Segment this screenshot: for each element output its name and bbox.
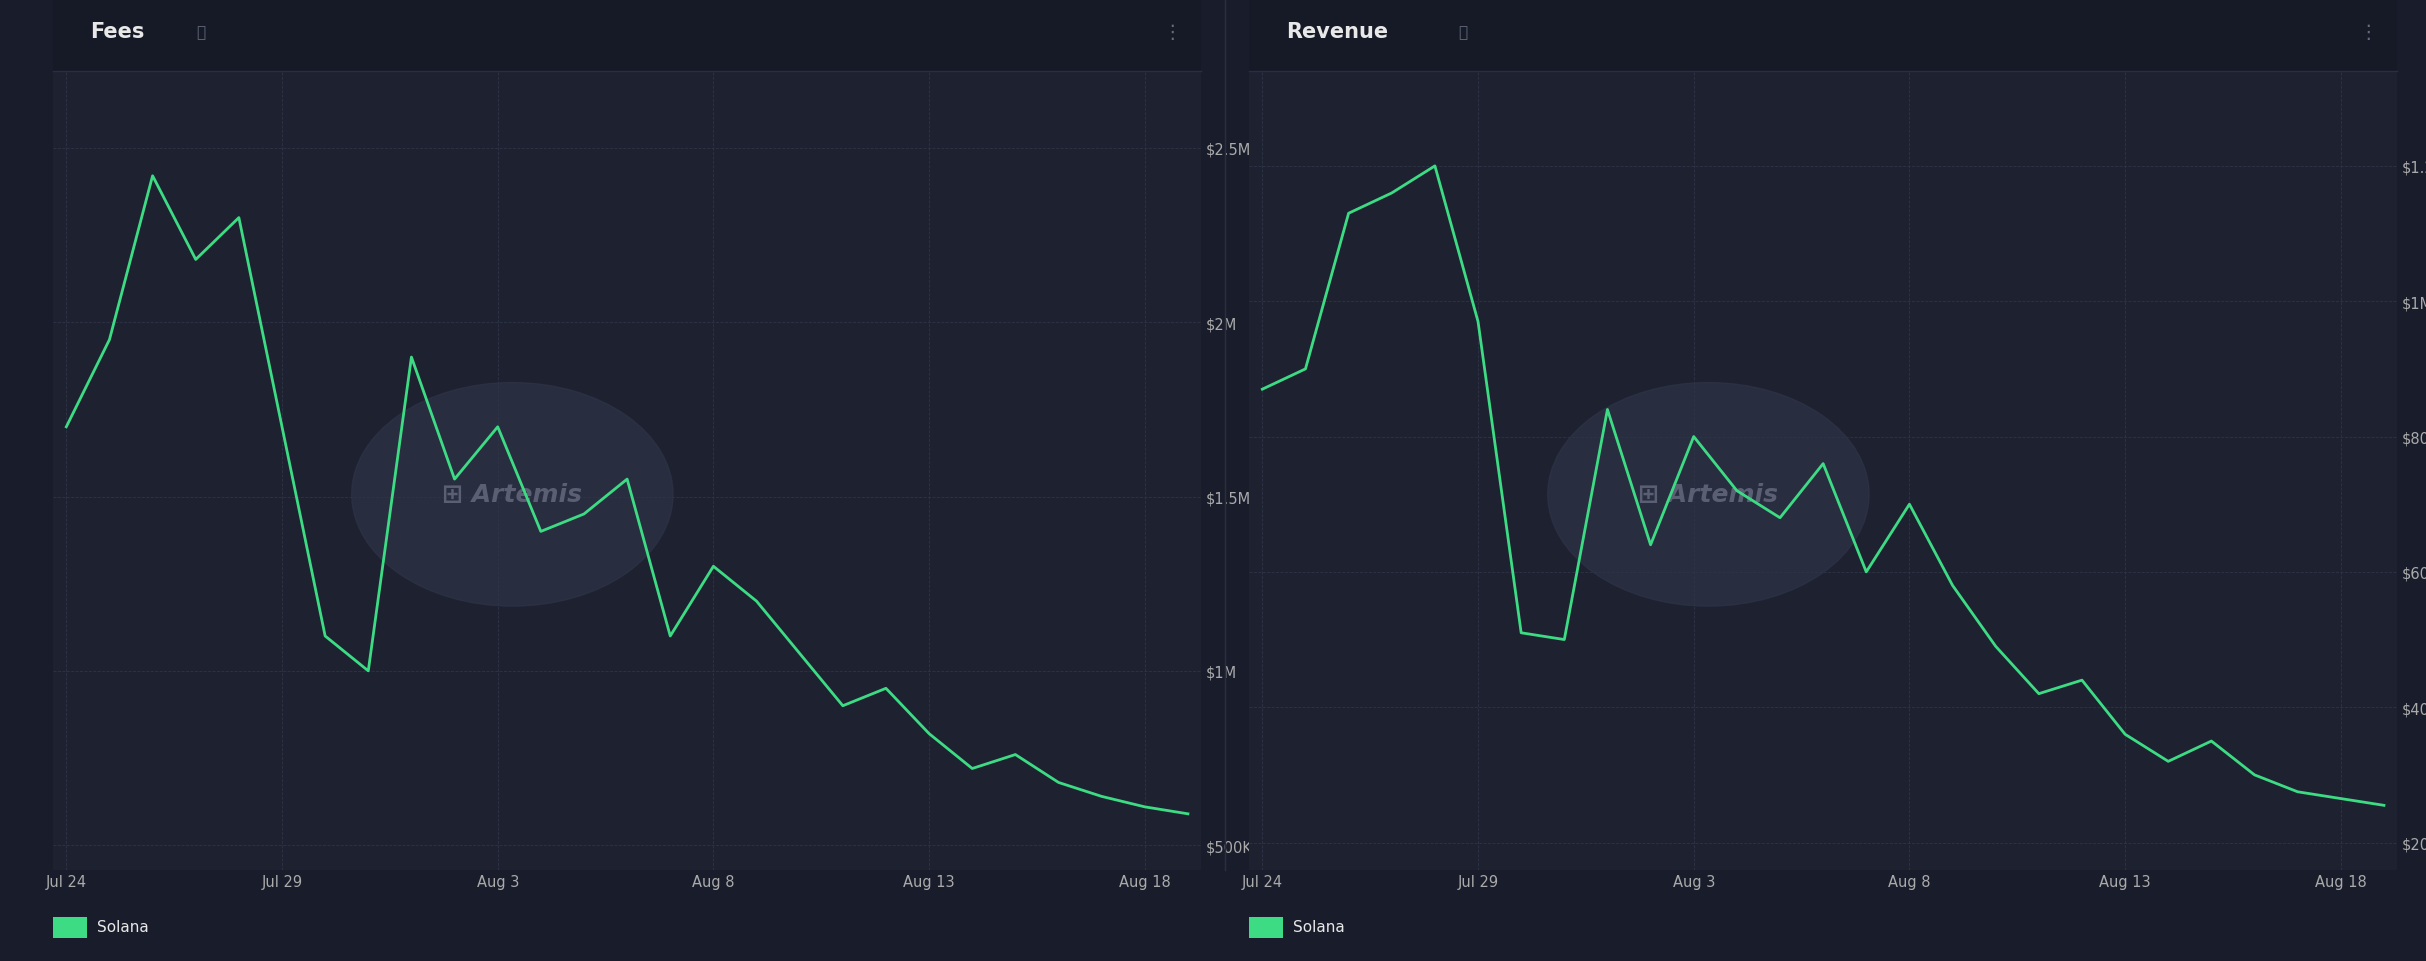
Text: Revenue: Revenue bbox=[1286, 22, 1388, 42]
Text: ⋮: ⋮ bbox=[2358, 23, 2377, 42]
Circle shape bbox=[1548, 383, 1868, 606]
Text: Solana: Solana bbox=[97, 919, 148, 934]
Text: ⓘ: ⓘ bbox=[197, 25, 206, 40]
Text: ⓘ: ⓘ bbox=[1458, 25, 1468, 40]
Text: ⋮: ⋮ bbox=[1162, 23, 1181, 42]
Text: ⊞ Artemis: ⊞ Artemis bbox=[1638, 482, 1778, 506]
Text: ⊞ Artemis: ⊞ Artemis bbox=[442, 482, 582, 506]
Circle shape bbox=[352, 383, 672, 606]
Text: Solana: Solana bbox=[1293, 919, 1344, 934]
Text: Fees: Fees bbox=[90, 22, 143, 42]
